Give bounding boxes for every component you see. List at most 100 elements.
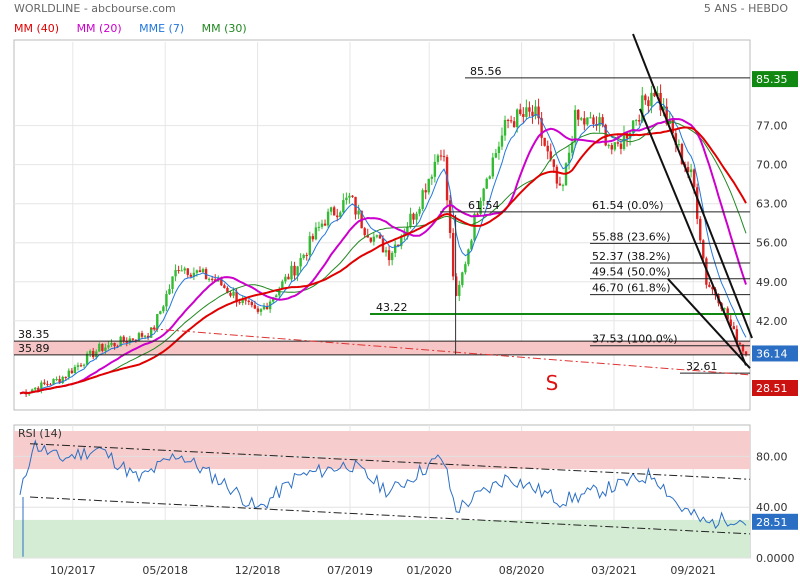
candle-body	[171, 276, 174, 289]
candle-body	[52, 379, 55, 385]
rsi-panel: 80.00 40.00 0.0000 RSI (14) 28.51	[13, 424, 798, 565]
level-label-secondary: 61.54	[468, 199, 500, 212]
candle-body	[583, 118, 586, 125]
candle-body	[244, 299, 247, 301]
candle-body	[259, 309, 263, 312]
candle-body	[390, 252, 394, 261]
candle-body	[397, 244, 400, 247]
candle-body	[482, 188, 485, 201]
price-tick-label: 49.00	[756, 276, 788, 289]
candle-body	[619, 143, 623, 149]
candle-body	[702, 240, 705, 259]
candle-body	[34, 387, 37, 390]
rsi-tick-label: 40.00	[756, 501, 788, 514]
candle-body	[271, 297, 275, 302]
candle-body	[67, 370, 71, 377]
candle-body	[570, 142, 574, 153]
candle-body	[174, 270, 177, 277]
trendline-low	[667, 278, 751, 369]
candle-body	[46, 383, 49, 385]
candle-body	[351, 195, 354, 197]
candle-body	[561, 185, 565, 187]
candle-body	[458, 284, 461, 296]
candle-body	[387, 250, 391, 261]
candle-body	[509, 120, 513, 122]
candle-body	[641, 95, 644, 122]
price-panel: 77.00 70.00 63.00 56.00 49.00 42.00 85.56 61.54…	[13, 33, 798, 411]
candle-body	[165, 294, 168, 307]
candle-body	[580, 118, 583, 120]
candle-body	[293, 265, 296, 276]
candle-body	[110, 342, 113, 346]
legend: MM (40) MM (20) MME (7) MM (30)	[14, 22, 261, 35]
candle-body	[70, 370, 74, 374]
candle-body	[488, 176, 491, 179]
candle-body	[366, 235, 369, 238]
candle-body	[631, 120, 635, 133]
candle-body	[436, 155, 440, 162]
level-label: 52.37 (38.2%)	[592, 250, 671, 263]
candle-body	[189, 274, 193, 277]
candle-body	[677, 144, 681, 146]
level-label: 35.89	[18, 342, 50, 355]
legend-ma30[interactable]: MM (30)	[201, 22, 247, 35]
candle-body	[238, 302, 241, 304]
legend-ema7[interactable]: MME (7)	[139, 22, 185, 35]
support-band	[14, 341, 750, 355]
candle-body	[686, 167, 690, 173]
candle-body	[76, 365, 80, 367]
candle-body	[207, 278, 211, 280]
candle-body	[345, 197, 348, 201]
candle-body	[476, 213, 479, 215]
candle-body	[406, 227, 409, 234]
candle-body	[708, 284, 711, 287]
candle-body	[146, 335, 150, 338]
candle-body	[586, 117, 589, 125]
candle-body	[473, 213, 476, 241]
candle-body	[400, 236, 403, 247]
x-tick-label: 12/2018	[235, 564, 281, 577]
candle-body	[494, 153, 498, 158]
candle-body	[573, 109, 577, 143]
x-tick-label: 07/2019	[327, 564, 373, 577]
candle-body	[262, 306, 266, 310]
candle-body	[375, 235, 379, 237]
rsi-line	[19, 439, 747, 530]
rsi-tick-label: 0.0000	[756, 552, 795, 565]
candle-body	[695, 187, 699, 219]
candle-body	[732, 326, 735, 330]
candle-body	[98, 343, 101, 352]
candle-body	[314, 227, 318, 240]
candle-body	[689, 169, 693, 173]
candle-body	[525, 107, 528, 117]
annotation-s: S	[546, 371, 559, 395]
legend-ma20[interactable]: MM (20)	[76, 22, 122, 35]
candle-body	[662, 106, 665, 111]
target-price-tag: 28.51	[756, 382, 788, 395]
candle-body	[55, 379, 58, 381]
candle-body	[610, 145, 613, 150]
candle-body	[598, 117, 601, 126]
candle-body	[522, 114, 525, 117]
last-price-tag: 36.14	[756, 347, 788, 360]
candle-body	[275, 295, 278, 298]
candle-body	[418, 208, 421, 214]
candle-body	[131, 338, 135, 340]
candle-body	[534, 106, 537, 116]
top-price-tag: 85.35	[756, 73, 788, 86]
candle-body	[122, 336, 125, 342]
candle-body	[567, 152, 571, 164]
rsi-title: RSI (14)	[18, 427, 62, 440]
candle-body	[149, 327, 153, 338]
legend-ma40[interactable]: MM (40)	[14, 22, 60, 35]
candle-body	[723, 308, 726, 310]
candle-body	[516, 109, 519, 128]
candle-body	[336, 215, 339, 218]
candle-body	[308, 236, 311, 256]
candle-body	[134, 339, 138, 341]
candle-body	[302, 254, 305, 258]
candle-body	[531, 111, 534, 116]
level-label: 38.35	[18, 328, 50, 341]
candle-body	[220, 277, 223, 286]
